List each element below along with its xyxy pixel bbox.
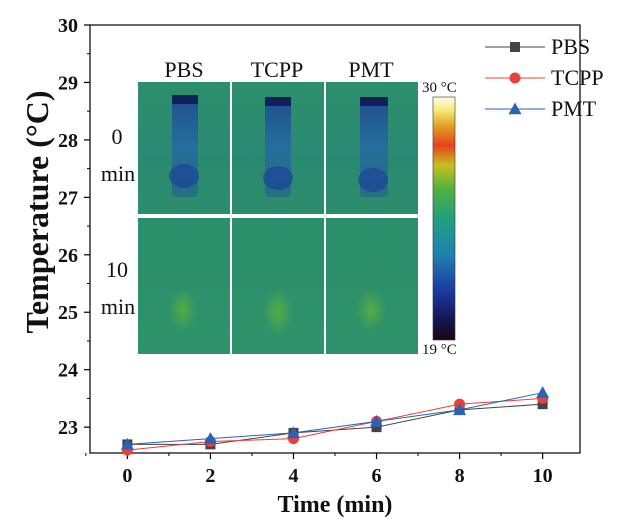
series-layer bbox=[120, 386, 550, 456]
thermal-panel-pbs-10min bbox=[138, 218, 230, 354]
inset-row-label-10-unit: min bbox=[101, 294, 135, 319]
thermal-panel-pbs-0min bbox=[138, 82, 230, 214]
legend: PBS TCPP PMT bbox=[485, 34, 604, 121]
inset-col-label-pmt: PMT bbox=[348, 57, 394, 82]
x-axis: 0 2 4 6 8 10 bbox=[85, 453, 553, 487]
x-tick-label: 6 bbox=[372, 465, 382, 487]
legend-item-pbs: PBS bbox=[485, 34, 590, 59]
legend-item-pmt: PMT bbox=[485, 96, 597, 121]
series-pbs bbox=[122, 399, 548, 450]
data-point bbox=[203, 432, 217, 444]
thermal-panel-pmt-10min bbox=[326, 218, 418, 354]
data-point bbox=[371, 422, 382, 433]
series-line bbox=[127, 397, 543, 451]
inset-row-label-0-unit: min bbox=[101, 161, 135, 186]
colorbar-min-label: 19 °C bbox=[422, 342, 457, 358]
data-point bbox=[536, 386, 550, 398]
legend-label: TCPP bbox=[551, 65, 604, 90]
x-tick-label: 4 bbox=[288, 465, 298, 487]
legend-label: PMT bbox=[551, 96, 597, 121]
series-pmt bbox=[120, 386, 550, 450]
inset-row-label-10: 10 bbox=[106, 257, 128, 282]
inset-col-label-pbs: PBS bbox=[164, 57, 203, 82]
y-axis: 23 24 25 26 27 28 29 30 bbox=[58, 15, 90, 439]
temperature-colorbar bbox=[432, 96, 456, 341]
inset-row-label-0: 0 bbox=[112, 124, 123, 149]
data-point bbox=[537, 399, 548, 410]
y-tick-label: 28 bbox=[58, 130, 78, 152]
legend-label: PBS bbox=[551, 34, 590, 59]
x-tick-label: 10 bbox=[533, 465, 553, 487]
data-point bbox=[286, 426, 300, 439]
y-tick-label: 30 bbox=[58, 15, 78, 37]
y-tick-label: 25 bbox=[58, 302, 78, 324]
data-point bbox=[509, 72, 521, 84]
y-tick-label: 29 bbox=[58, 72, 78, 94]
x-tick-label: 2 bbox=[205, 465, 215, 487]
y-tick-label: 23 bbox=[58, 417, 78, 439]
x-tick-label: 8 bbox=[455, 465, 465, 487]
data-point bbox=[370, 414, 384, 427]
data-point bbox=[510, 42, 520, 52]
y-tick-label: 26 bbox=[58, 245, 78, 267]
data-point bbox=[508, 102, 522, 115]
inset-col-label-tcpp: TCPP bbox=[251, 57, 304, 82]
series-line bbox=[127, 403, 543, 445]
data-point bbox=[120, 437, 134, 450]
thermal-panel-tcpp-0min bbox=[232, 82, 324, 214]
thermal-panel-tcpp-10min bbox=[232, 218, 324, 354]
data-point bbox=[453, 403, 467, 416]
y-tick-label: 24 bbox=[58, 360, 78, 382]
x-tick-label: 0 bbox=[122, 465, 132, 487]
legend-item-tcpp: TCPP bbox=[485, 65, 604, 90]
series-line bbox=[127, 392, 543, 445]
y-tick-label: 27 bbox=[58, 187, 78, 209]
colorbar-max-label: 30 °C bbox=[422, 80, 457, 96]
y-axis-title: Temperature (°C) bbox=[19, 91, 55, 334]
x-axis-title: Time (min) bbox=[278, 492, 393, 518]
thermal-panel-pmt-0min bbox=[326, 82, 418, 214]
series-tcpp bbox=[121, 392, 549, 456]
thermal-image-inset: PBS TCPP PMT 0 min 10 min bbox=[101, 57, 457, 358]
